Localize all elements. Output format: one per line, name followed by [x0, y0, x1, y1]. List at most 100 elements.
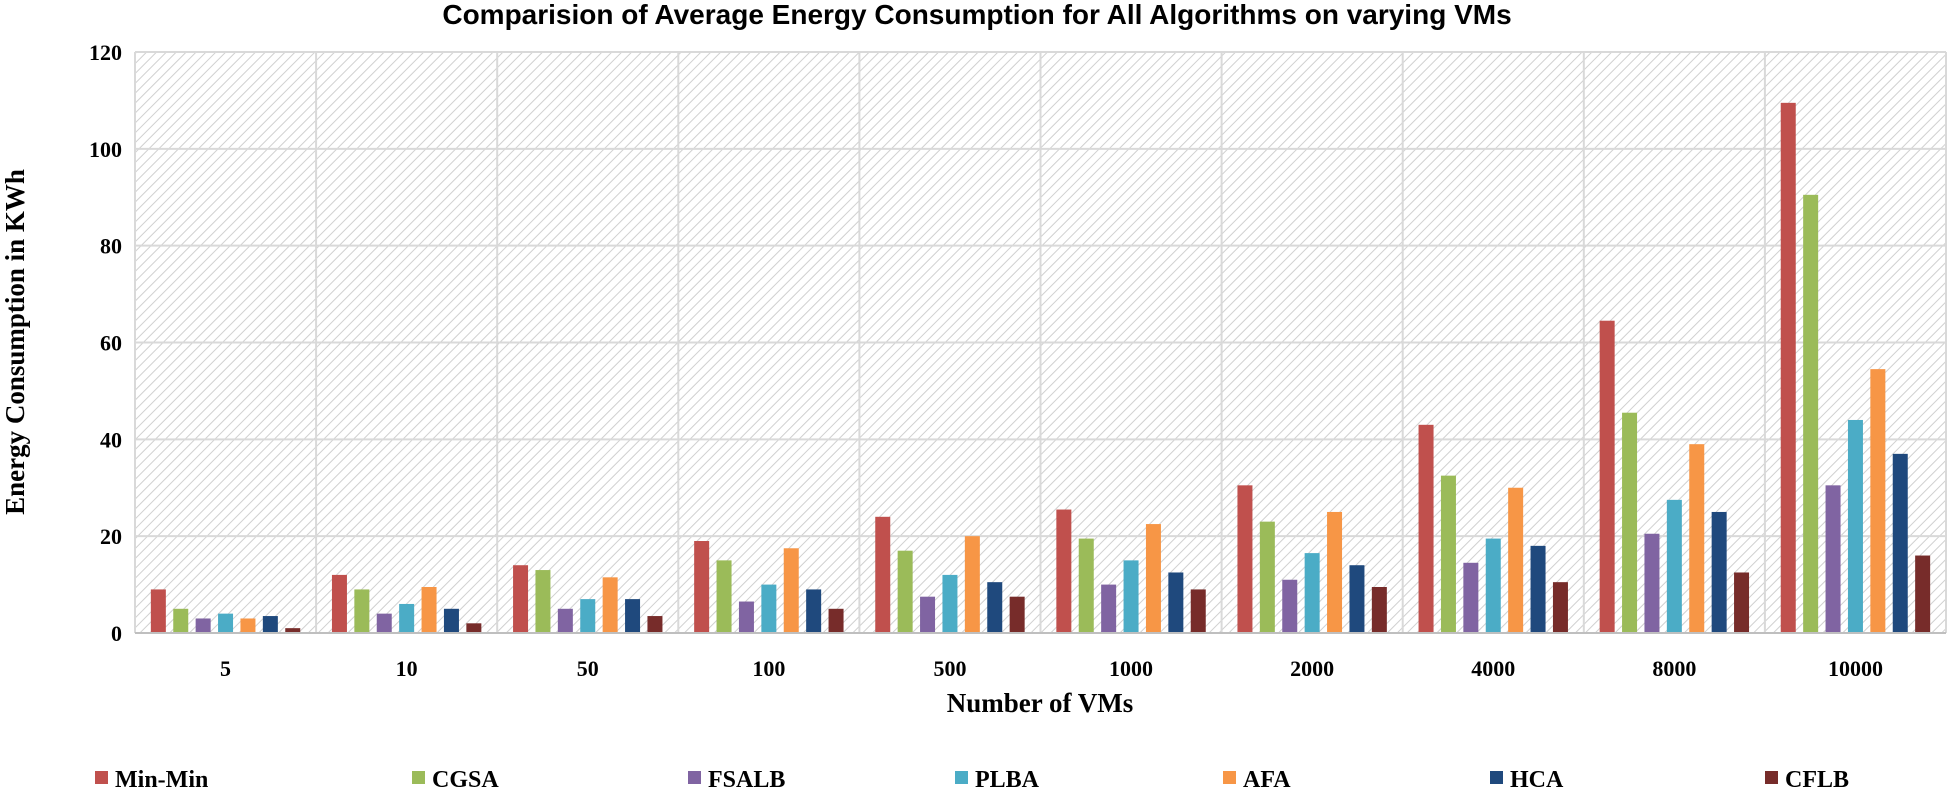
bar-hca-4000 [1530, 545, 1546, 633]
bar-afa-100 [783, 548, 799, 633]
x-axis-label: Number of VMs [947, 688, 1134, 718]
x-tick-label: 500 [933, 656, 966, 681]
bar-cflb-50 [647, 616, 663, 633]
bar-cflb-10000 [1915, 555, 1931, 633]
bar-hca-8000 [1711, 511, 1727, 633]
legend-label-hca: HCA [1510, 767, 1564, 792]
legend-swatch-min-min [95, 771, 108, 784]
y-tick-label: 40 [100, 427, 122, 452]
bar-cgsa-5 [173, 608, 189, 633]
bar-hca-2000 [1349, 565, 1365, 633]
legend-swatch-hca [1490, 771, 1503, 784]
bar-cflb-8000 [1734, 572, 1750, 633]
x-tick-label: 10 [396, 656, 418, 681]
legend-swatch-cgsa [412, 771, 425, 784]
bar-cgsa-100 [716, 560, 732, 633]
bar-plba-10 [399, 603, 415, 633]
bar-min-min-4000 [1418, 424, 1434, 633]
bar-plba-100 [761, 584, 777, 633]
bar-min-min-8000 [1599, 320, 1615, 633]
bar-plba-2000 [1304, 553, 1320, 633]
bar-cgsa-500 [897, 550, 913, 633]
bar-plba-500 [942, 574, 958, 633]
bar-afa-10000 [1870, 369, 1886, 633]
bar-hca-1000 [1168, 572, 1184, 633]
bar-afa-10 [421, 587, 437, 633]
bar-fsalb-50 [557, 608, 573, 633]
bar-cflb-1000 [1190, 589, 1206, 633]
bar-cgsa-2000 [1259, 521, 1275, 633]
bar-cgsa-50 [535, 570, 551, 633]
legend-label-cflb: CFLB [1785, 767, 1849, 792]
bar-plba-50 [580, 599, 596, 633]
x-axis-ticks: 5 10 50 100 500 1000 2000 4000 8000 10000 [220, 656, 1883, 681]
bar-afa-4000 [1508, 487, 1524, 633]
y-tick-label: 100 [89, 137, 122, 162]
bar-afa-8000 [1689, 444, 1705, 633]
x-tick-label: 5 [220, 656, 231, 681]
bar-cgsa-1000 [1078, 538, 1094, 633]
x-tick-label: 1000 [1109, 656, 1153, 681]
bar-cgsa-10000 [1803, 194, 1819, 633]
y-axis-label: Energy Consumption in KWh [0, 169, 30, 515]
x-tick-label: 8000 [1652, 656, 1696, 681]
x-tick-label: 50 [577, 656, 599, 681]
bar-hca-10000 [1892, 453, 1908, 633]
bar-hca-50 [625, 599, 641, 633]
legend-swatch-fsalb [688, 771, 701, 784]
bar-cgsa-10 [354, 589, 370, 633]
bar-cflb-10 [466, 623, 482, 633]
bar-cflb-100 [828, 608, 844, 633]
bar-afa-2000 [1327, 511, 1343, 633]
y-tick-label: 120 [89, 40, 122, 65]
legend-label-fsalb: FSALB [708, 767, 785, 792]
bar-plba-10000 [1847, 419, 1863, 633]
bar-afa-5 [240, 618, 256, 633]
bar-min-min-10000 [1780, 102, 1796, 633]
legend-label-afa: AFA [1243, 767, 1291, 792]
legend-swatch-afa [1223, 771, 1236, 784]
legend: Min-Min CGSA FSALB PLBA AFA HCA CFLB [95, 767, 1849, 792]
bar-hca-5 [262, 616, 278, 633]
y-tick-label: 20 [100, 524, 122, 549]
bar-cflb-2000 [1371, 587, 1387, 633]
y-tick-label: 0 [111, 621, 122, 646]
bar-min-min-100 [694, 541, 710, 633]
bars [150, 102, 1931, 633]
y-tick-label: 60 [100, 331, 122, 356]
bar-hca-10 [443, 608, 459, 633]
legend-label-plba: PLBA [975, 767, 1040, 792]
bar-min-min-500 [875, 516, 891, 633]
bar-cflb-4000 [1552, 582, 1568, 633]
bar-cgsa-8000 [1622, 412, 1638, 633]
bar-plba-1000 [1123, 560, 1139, 633]
bar-fsalb-10000 [1825, 485, 1841, 633]
bar-plba-8000 [1666, 499, 1682, 633]
x-tick-label: 4000 [1471, 656, 1515, 681]
legend-swatch-cflb [1765, 771, 1778, 784]
bar-afa-50 [602, 577, 618, 633]
bar-fsalb-10 [376, 613, 392, 633]
bar-fsalb-100 [738, 601, 754, 633]
legend-label-cgsa: CGSA [432, 767, 499, 792]
bar-min-min-1000 [1056, 509, 1072, 633]
bar-fsalb-1000 [1101, 584, 1117, 633]
bar-fsalb-2000 [1282, 579, 1298, 633]
bar-cflb-5 [285, 628, 301, 633]
legend-label-min-min: Min-Min [115, 767, 208, 792]
grid [134, 51, 1947, 633]
bar-min-min-5 [150, 589, 166, 633]
legend-swatch-plba [955, 771, 968, 784]
bar-fsalb-4000 [1463, 562, 1479, 633]
bar-cflb-500 [1009, 596, 1025, 633]
bar-fsalb-500 [920, 596, 936, 633]
bar-afa-1000 [1145, 524, 1161, 633]
bar-plba-4000 [1485, 538, 1501, 633]
x-tick-label: 2000 [1290, 656, 1334, 681]
bar-min-min-50 [513, 565, 529, 633]
x-tick-label: 100 [752, 656, 785, 681]
bar-hca-500 [987, 582, 1003, 633]
bar-min-min-2000 [1237, 485, 1253, 633]
x-tick-label: 10000 [1828, 656, 1883, 681]
